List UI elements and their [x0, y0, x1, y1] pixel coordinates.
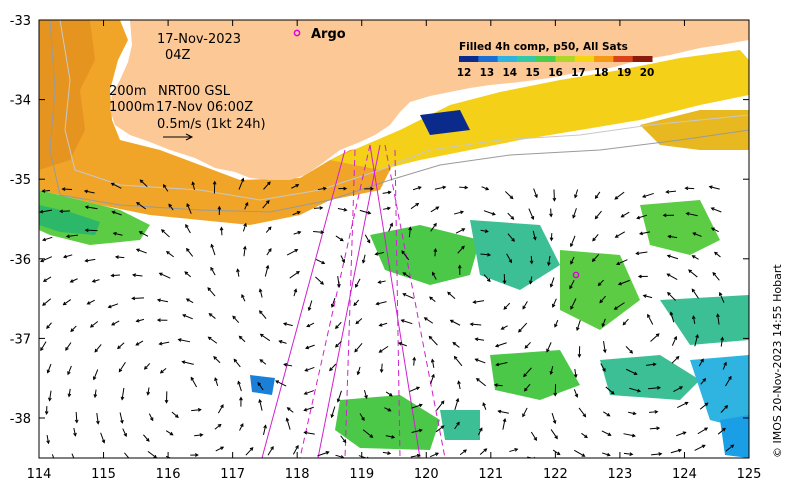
x-tick-label: 124 [672, 467, 697, 482]
cold-patch-coast [420, 110, 470, 135]
current-time-label: 17-Nov 06:00Z [156, 100, 253, 115]
isobath-200-label: 200m [109, 84, 146, 99]
eddy-teal-2 [600, 355, 700, 400]
y-tick-label: -37 [10, 332, 31, 347]
y-tick-label: -34 [10, 94, 31, 109]
x-tick-label: 118 [285, 467, 310, 482]
colorbar-tick-label: 15 [525, 67, 540, 79]
scale-label: 0.5m/s (1kt 24h) [157, 117, 266, 132]
colorbar-tick-label: 17 [571, 67, 586, 79]
argo-legend-icon [293, 29, 301, 37]
y-tick-label: -38 [10, 412, 31, 427]
y-tick-label: -33 [10, 14, 31, 29]
eddy-green-4 [490, 350, 580, 400]
south-coast-warm [330, 50, 749, 170]
hour-label: 04Z [165, 48, 191, 63]
colorbar-tick-label: 12 [457, 67, 472, 79]
scale-arrow [163, 133, 194, 141]
colorbar-title: Filled 4h comp, p50, All Sats [459, 41, 628, 53]
x-tick-label: 114 [27, 467, 52, 482]
argo-legend-label: Argo [311, 27, 346, 42]
argo-float-marker [572, 271, 580, 279]
colorbar-ticks: 12 13 14 15 16 17 18 19 20 [457, 67, 655, 79]
colorbar-tick-label: 18 [594, 67, 609, 79]
x-tick-label: 123 [607, 467, 632, 482]
eddy-green-5 [335, 395, 440, 450]
colorbar-tick-label: 19 [617, 67, 632, 79]
x-tick-label: 120 [414, 467, 439, 482]
x-tick-label: 121 [478, 467, 503, 482]
patch-teal-east [660, 295, 749, 345]
credit-text: © IMOS 20-Nov-2023 14:55 Hobart [771, 264, 784, 458]
satellite-tracks [261, 144, 446, 458]
teal-band-sw [39, 205, 100, 235]
sst-field [39, 20, 749, 458]
x-axis: 114 115 116 117 118 119 120 121 122 123 124 125 [27, 20, 762, 482]
date-label: 17-Nov-2023 [157, 32, 241, 47]
product-label: NRT00 GSL [158, 84, 231, 99]
colorbar-tick-label: 13 [480, 67, 495, 79]
eddy-cyan-1 [690, 355, 749, 430]
x-tick-label: 117 [220, 467, 245, 482]
isobaths [49, 19, 750, 213]
eddy-teal-3 [440, 410, 480, 440]
plot-frame [38, 19, 750, 459]
patch-blue [250, 375, 275, 395]
x-tick-label: 116 [156, 467, 181, 482]
x-tick-label: 122 [543, 467, 568, 482]
colorbar-tick-label: 16 [548, 67, 563, 79]
eddy-teal-1 [470, 220, 560, 290]
y-axis: -33 -34 -35 -36 -37 -38 [10, 14, 749, 427]
y-tick-label: -36 [10, 253, 31, 268]
eddy-green-2 [560, 250, 640, 330]
x-tick-label: 125 [737, 467, 762, 482]
colorbar [459, 56, 653, 62]
patch-east-warm [640, 110, 749, 150]
eddy-blue-1 [720, 415, 749, 458]
isobath-1000-label: 1000m [109, 100, 155, 115]
eddy-green-3 [640, 200, 720, 255]
current-vectors [39, 177, 735, 458]
colorbar-tick-label: 14 [502, 67, 517, 79]
x-tick-label: 115 [91, 467, 116, 482]
x-tick-label: 119 [349, 467, 374, 482]
colorbar-tick-label: 20 [640, 67, 655, 79]
y-tick-label: -35 [10, 173, 31, 188]
eddy-green-1 [370, 225, 480, 285]
leeuwin-current [39, 20, 400, 225]
